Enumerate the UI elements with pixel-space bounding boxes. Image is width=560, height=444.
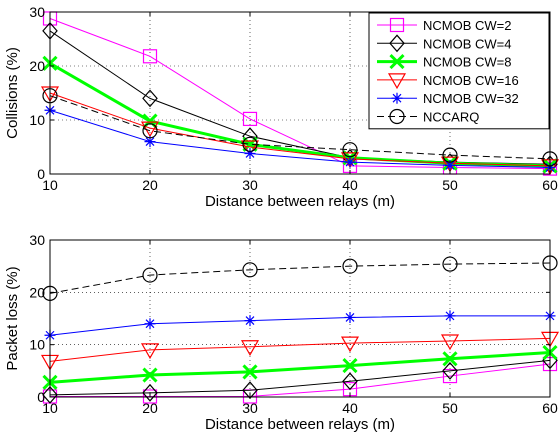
y-tick-label: 20 bbox=[29, 58, 45, 74]
x-tick-label: 10 bbox=[42, 177, 58, 193]
legend-entry: NCMOB CW=2 bbox=[377, 17, 511, 33]
data-point bbox=[142, 389, 158, 404]
data-point bbox=[242, 136, 258, 152]
data-point bbox=[142, 367, 158, 383]
legend-marker bbox=[387, 73, 407, 90]
x-tick-label: 40 bbox=[342, 400, 358, 416]
x-tick-label: 20 bbox=[142, 177, 158, 193]
legend-marker bbox=[389, 34, 405, 53]
legend-marker bbox=[391, 92, 403, 104]
legend-marker bbox=[389, 54, 405, 70]
legend-entry: NCMOB CW=8 bbox=[377, 54, 511, 70]
data-point bbox=[142, 49, 158, 64]
series-line bbox=[49, 337, 551, 362]
y-tick-label: 30 bbox=[29, 232, 45, 248]
data-point bbox=[240, 340, 260, 356]
y-axis-label: Packet loss (%) bbox=[4, 266, 21, 370]
legend-marker bbox=[389, 17, 405, 33]
data-point bbox=[42, 385, 58, 404]
plot-area bbox=[50, 240, 550, 397]
data-point bbox=[442, 351, 458, 367]
legend-entry: NCMOB CW=32 bbox=[377, 91, 519, 106]
data-point bbox=[342, 142, 358, 158]
data-point bbox=[242, 136, 258, 152]
y-tick-label: 0 bbox=[37, 389, 45, 405]
data-point bbox=[442, 147, 458, 163]
axes-frame bbox=[49, 239, 551, 398]
data-point bbox=[440, 156, 460, 173]
series-line bbox=[49, 351, 551, 384]
data-point bbox=[440, 334, 460, 351]
legend-label: NCMOB CW=8 bbox=[423, 55, 511, 70]
series-4 bbox=[40, 331, 560, 371]
series-6 bbox=[42, 255, 558, 301]
legend-entry: NCCARQ bbox=[377, 108, 479, 125]
y-tick-label: 10 bbox=[29, 337, 45, 353]
series-line bbox=[49, 262, 551, 294]
data-point bbox=[140, 343, 160, 360]
data-point bbox=[242, 364, 258, 380]
y-tick-label: 30 bbox=[29, 4, 45, 20]
y-tick-label: 10 bbox=[29, 112, 45, 128]
data-point bbox=[340, 152, 360, 169]
x-tick-label: 30 bbox=[242, 177, 258, 193]
x-tick-label: 60 bbox=[542, 400, 558, 416]
legend-label: NCMOB CW=4 bbox=[423, 36, 511, 51]
legend: NCMOB CW=2 NCMOB CW=4 NCMOB CW=8 NCMOB CW=1… bbox=[368, 12, 550, 130]
data-point bbox=[442, 368, 458, 384]
series-line bbox=[49, 95, 551, 160]
series-line bbox=[49, 92, 551, 167]
data-point bbox=[242, 262, 258, 278]
axes-frame bbox=[49, 11, 551, 175]
data-point bbox=[244, 315, 256, 327]
series-line bbox=[49, 18, 551, 170]
legend-marker bbox=[389, 108, 405, 125]
x-tick-label: 30 bbox=[242, 400, 258, 416]
series-line bbox=[49, 359, 551, 396]
data-point bbox=[342, 372, 358, 391]
legend-label: NCMOB CW=16 bbox=[423, 73, 519, 88]
x-tick-label: 40 bbox=[342, 177, 358, 193]
data-point bbox=[242, 381, 258, 400]
data-point bbox=[142, 89, 158, 108]
x-axis-label: Distance between relays (m) bbox=[205, 416, 395, 433]
data-point bbox=[342, 358, 358, 374]
y-tick-label: 20 bbox=[29, 284, 45, 300]
data-point bbox=[344, 156, 356, 168]
x-tick-label: 50 bbox=[442, 400, 458, 416]
data-point bbox=[344, 311, 356, 323]
legend-label: NCCARQ bbox=[423, 110, 479, 125]
data-point bbox=[244, 147, 256, 159]
data-point bbox=[242, 111, 258, 127]
legend-label: NCMOB CW=32 bbox=[423, 91, 519, 106]
data-point bbox=[340, 336, 360, 353]
data-point bbox=[142, 383, 158, 402]
legend-label: NCMOB CW=2 bbox=[423, 18, 511, 33]
data-point bbox=[142, 267, 158, 283]
data-point bbox=[342, 258, 358, 274]
series-line bbox=[50, 363, 551, 397]
series-line bbox=[49, 109, 551, 169]
data-point bbox=[442, 256, 458, 272]
x-tick-label: 60 bbox=[542, 177, 558, 193]
legend-entry: NCMOB CW=16 bbox=[377, 73, 519, 90]
data-point bbox=[444, 310, 456, 322]
data-point bbox=[144, 136, 156, 148]
x-tick-label: 20 bbox=[142, 400, 158, 416]
data-point bbox=[144, 318, 156, 330]
y-tick-label: 0 bbox=[37, 166, 45, 182]
data-point bbox=[444, 159, 456, 171]
x-tick-label: 10 bbox=[42, 400, 58, 416]
data-point bbox=[240, 140, 260, 157]
series-line bbox=[49, 315, 550, 336]
y-axis-label: Collisions (%) bbox=[4, 47, 21, 139]
legend-entry: NCMOB CW=4 bbox=[377, 34, 511, 53]
x-axis-label: Distance between relays (m) bbox=[205, 193, 395, 210]
x-tick-label: 50 bbox=[442, 177, 458, 193]
data-point bbox=[142, 123, 158, 139]
data-point bbox=[442, 361, 458, 380]
